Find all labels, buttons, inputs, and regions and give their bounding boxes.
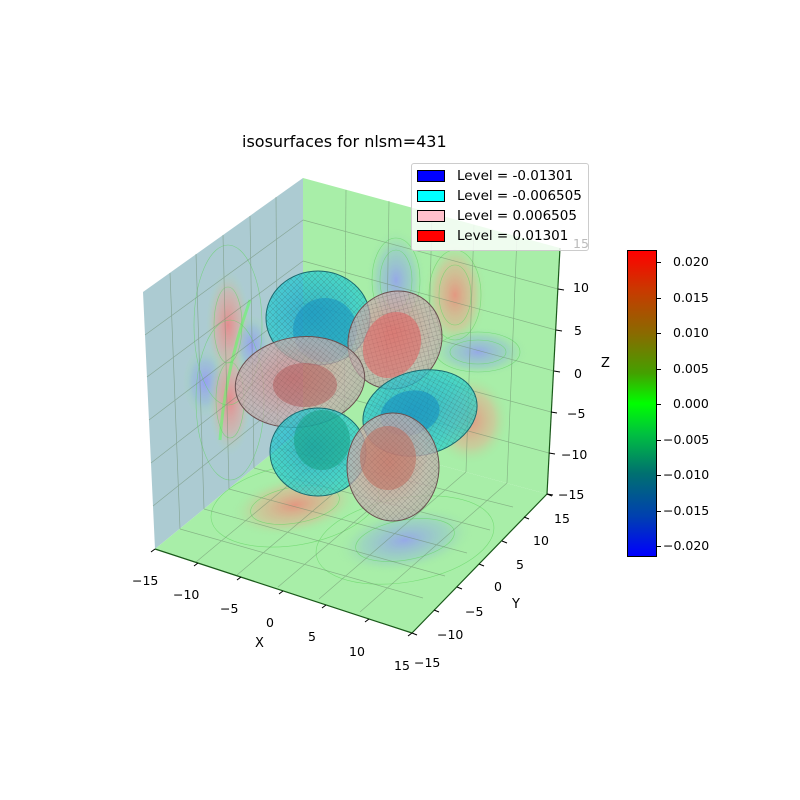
z-tick: 0	[574, 366, 582, 381]
legend-item: Level = -0.01301	[417, 167, 573, 185]
colorbar-tick	[657, 404, 661, 405]
axis-ticks	[150, 288, 565, 637]
y-tick: 5	[516, 557, 524, 572]
colorbar-label: 0.020	[673, 254, 709, 269]
x-tick: −10	[173, 587, 200, 602]
colorbar-label: −0.005	[663, 432, 710, 447]
colorbar-tick	[657, 333, 661, 334]
colorbar-tick	[657, 440, 661, 441]
legend-label: Level = 0.01301	[457, 228, 569, 244]
colorbar-label: 0.015	[673, 290, 709, 305]
colorbar-label: −0.010	[663, 467, 710, 482]
legend-swatch-blue	[417, 170, 445, 182]
y-axis-label: Y	[512, 597, 520, 612]
lobe-positive-middle-left	[234, 336, 366, 428]
colorbar-label: 0.010	[673, 325, 709, 340]
z-tick: 15	[573, 236, 589, 251]
legend-item: Level = -0.006505	[417, 187, 582, 205]
x-axis-label: X	[255, 636, 264, 651]
z-tick: −5	[567, 406, 586, 421]
z-tick: 5	[574, 323, 582, 338]
legend-swatch-red	[417, 230, 445, 242]
y-tick: 10	[533, 533, 549, 548]
legend: Level = -0.01301 Level = -0.006505 Level…	[411, 163, 589, 251]
colorbar-tick	[657, 298, 661, 299]
colorbar-tick	[657, 511, 661, 512]
x-tick: 5	[308, 629, 316, 644]
colorbar	[627, 250, 657, 557]
legend-item: Level = 0.006505	[417, 207, 577, 225]
legend-swatch-pink	[417, 210, 445, 222]
z-tick: −10	[561, 447, 588, 462]
legend-item: Level = 0.01301	[417, 227, 568, 245]
colorbar-tick	[657, 369, 661, 370]
y-tick: −5	[465, 604, 484, 619]
x-tick: 10	[349, 644, 365, 659]
colorbar-tick	[657, 262, 661, 263]
x-tick: −5	[220, 601, 239, 616]
colorbar-label: −0.015	[663, 503, 710, 518]
isosurface-lobes	[234, 270, 478, 522]
yz-contours	[183, 244, 270, 481]
x-tick: −15	[132, 573, 159, 588]
chart-title: isosurfaces for nlsm=431	[242, 132, 447, 151]
colorbar-label: 0.005	[673, 361, 709, 376]
y-tick: 15	[554, 511, 570, 526]
legend-label: Level = -0.006505	[457, 188, 582, 204]
y-tick: −10	[437, 627, 464, 642]
z-tick: 10	[573, 280, 589, 295]
legend-label: Level = 0.006505	[457, 208, 577, 224]
y-tick: −15	[414, 655, 441, 670]
y-tick: 0	[494, 579, 502, 594]
z-tick: −15	[558, 487, 585, 502]
colorbar-tick	[657, 475, 661, 476]
z-axis-label: Z	[601, 356, 610, 371]
legend-label: Level = -0.01301	[457, 168, 574, 184]
colorbar-label: 0.000	[673, 396, 709, 411]
lobe-negative-lower-left	[269, 407, 367, 497]
legend-swatch-cyan	[417, 190, 445, 202]
lobe-positive-upper-right	[347, 290, 443, 390]
lobe-positive-lower-right	[346, 412, 440, 522]
x-tick: 0	[266, 615, 274, 630]
x-tick: 15	[394, 658, 410, 673]
colorbar-label: −0.020	[663, 538, 710, 553]
colorbar-tick	[657, 546, 661, 547]
